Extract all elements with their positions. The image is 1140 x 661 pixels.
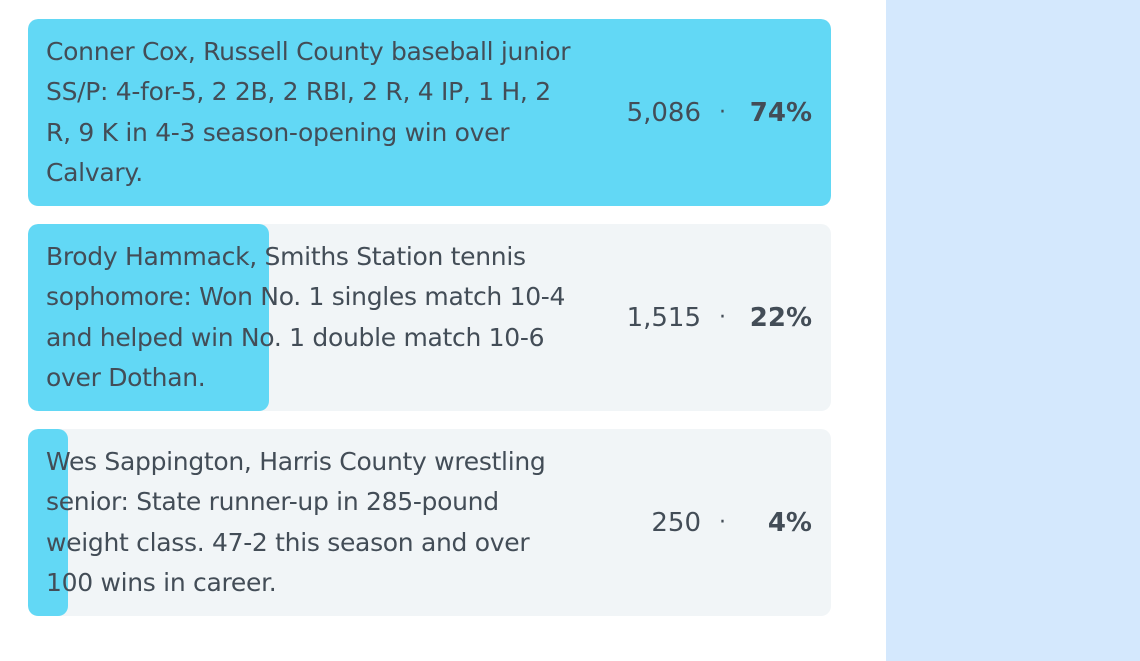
vote-percent: 74% — [749, 97, 812, 128]
option-label: Wes Sappington, Harris County wrestling … — [46, 446, 546, 598]
poll-option-wes-sappington[interactable]: Wes Sappington, Harris County wrestling … — [28, 429, 831, 616]
separator-dot: · — [719, 100, 726, 125]
vote-count: 250 — [651, 507, 701, 538]
option-stats: 1,515 · 22% — [576, 303, 812, 333]
option-label: Brody Hammack, Smiths Station tennis sop… — [46, 241, 566, 393]
vote-count: 1,515 — [626, 302, 701, 333]
option-stats: 250 · 4% — [576, 508, 812, 538]
vote-share-bar — [28, 224, 269, 411]
separator-dot: · — [719, 510, 726, 535]
poll-option-brody-hammack[interactable]: Brody Hammack, Smiths Station tennis sop… — [28, 224, 831, 411]
vote-share-bar — [28, 429, 68, 616]
side-panel — [886, 0, 1140, 661]
vote-percent: 22% — [749, 302, 812, 333]
poll-results: Conner Cox, Russell County baseball juni… — [28, 19, 831, 634]
separator-dot: · — [719, 305, 726, 330]
vote-share-bar — [28, 19, 831, 206]
poll-option-conner-cox[interactable]: Conner Cox, Russell County baseball juni… — [28, 19, 831, 206]
option-stats: 5,086 · 74% — [576, 98, 812, 128]
vote-count: 5,086 — [626, 97, 701, 128]
vote-percent: 4% — [767, 507, 812, 538]
option-label: Conner Cox, Russell County baseball juni… — [46, 36, 571, 188]
